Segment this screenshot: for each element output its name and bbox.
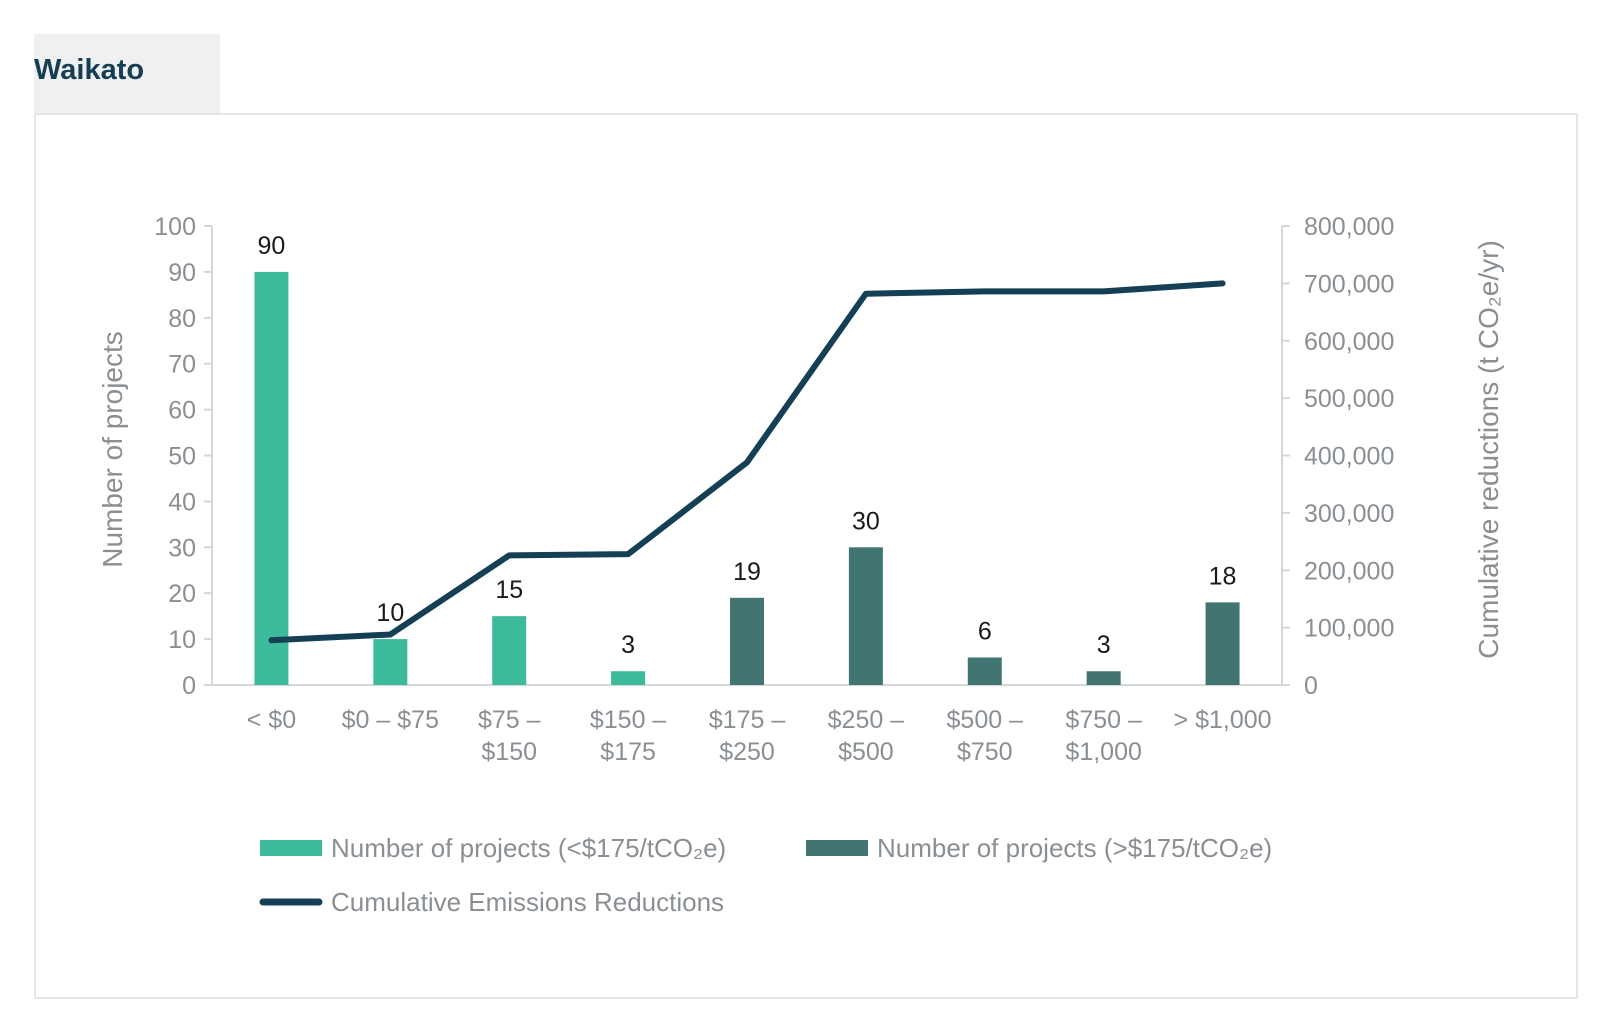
bar — [967, 657, 1002, 685]
left-axis-tick-label: 80 — [168, 305, 196, 333]
bar — [373, 639, 408, 685]
right-axis-tick-label: 200,000 — [1304, 557, 1394, 585]
right-axis-tick-label: 600,000 — [1304, 328, 1394, 356]
x-axis-tick-label: $175 — [600, 738, 656, 766]
right-axis-tick-label: 800,000 — [1304, 213, 1394, 241]
right-axis-tick-label: 0 — [1304, 672, 1318, 700]
bar — [1086, 671, 1121, 685]
left-axis-tick-label: 30 — [168, 534, 196, 562]
bar-data-label: 10 — [376, 599, 404, 627]
legend-label: Number of projects (>$175/tCO₂e) — [877, 833, 1272, 863]
x-axis-tick-label: > $1,000 — [1174, 706, 1272, 734]
x-axis-tick-label: $250 – — [828, 706, 905, 734]
bar-data-label: 6 — [978, 617, 992, 645]
bar — [848, 547, 883, 685]
x-axis-tick-label: $150 — [481, 738, 537, 766]
bar — [1205, 602, 1240, 685]
bar — [254, 271, 289, 685]
right-axis-tick-label: 700,000 — [1304, 270, 1394, 298]
legend-swatch-low-cost — [260, 840, 322, 856]
x-axis-tick-label: $500 — [838, 738, 894, 766]
cumulative-line — [268, 280, 1226, 644]
bar-data-label: 15 — [495, 576, 523, 604]
x-axis-tick-label: $750 – — [1065, 706, 1142, 734]
bar-data-label: 3 — [1097, 631, 1111, 659]
right-axis-tick-label: 100,000 — [1304, 615, 1394, 643]
left-axis-tick-label: 20 — [168, 580, 196, 608]
bar-data-label: 30 — [852, 507, 880, 535]
bar — [730, 597, 764, 685]
region-tab[interactable] — [34, 34, 220, 114]
right-axis-tick-label: 400,000 — [1304, 443, 1394, 471]
x-axis-tick-label: $175 – — [709, 706, 786, 734]
left-axis-tick-label: 50 — [168, 443, 196, 471]
right-axis-tick-label: 300,000 — [1304, 500, 1394, 528]
bar — [611, 671, 646, 685]
left-axis-tick-label: 40 — [168, 488, 196, 516]
bar-data-label: 90 — [258, 232, 286, 260]
x-axis-tick-label: $500 – — [947, 706, 1024, 734]
legend-label: Number of projects (<$175/tCO₂e) — [331, 833, 726, 863]
x-axis-tick-label: $150 – — [590, 706, 667, 734]
left-axis-title: Number of projects — [97, 331, 128, 568]
left-axis-tick-label: 90 — [168, 259, 196, 287]
legend-label: Cumulative Emissions Reductions — [331, 887, 724, 917]
x-axis-tick-label: $1,000 — [1065, 738, 1141, 766]
x-axis-tick-label: $250 — [719, 738, 775, 766]
region-tab-label: Waikato — [34, 54, 145, 86]
left-axis-tick-label: 100 — [154, 213, 196, 241]
bar-data-label: 18 — [1209, 562, 1237, 590]
legend-swatch-high-cost — [806, 840, 868, 856]
right-axis-tick-label: 500,000 — [1304, 385, 1394, 413]
bar-data-label: 19 — [733, 558, 761, 586]
x-axis-tick-label: $0 – $75 — [342, 706, 439, 734]
left-axis-tick-label: 70 — [168, 351, 196, 379]
bar-data-label: 3 — [621, 631, 635, 659]
x-axis-tick-label: $750 — [957, 738, 1013, 766]
right-axis-title: Cumulative reductions (t CO₂e/yr) — [1473, 240, 1504, 659]
x-axis-tick-label: $75 – — [478, 706, 541, 734]
x-axis-tick-label: < $0 — [247, 706, 296, 734]
left-axis-tick-label: 60 — [168, 397, 196, 425]
left-axis-tick-label: 0 — [182, 672, 196, 700]
bar — [492, 616, 527, 685]
left-axis-tick-label: 10 — [168, 626, 196, 654]
